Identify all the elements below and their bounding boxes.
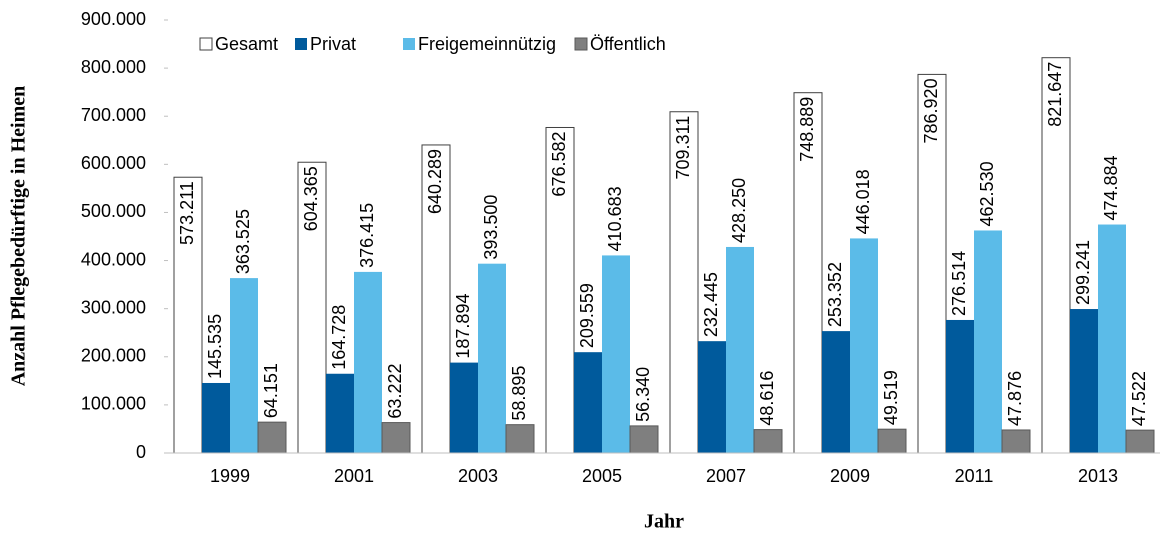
bar	[257, 421, 287, 454]
bar	[1070, 309, 1098, 453]
legend-label: Gesamt	[215, 34, 278, 54]
bar	[753, 429, 783, 454]
bar	[917, 73, 947, 454]
x-tick-label: 2011	[955, 466, 994, 486]
data-label: 428.250	[729, 178, 749, 243]
data-label: 47.876	[1005, 371, 1025, 426]
data-label: 64.151	[261, 363, 281, 418]
y-axis-title: Anzahl Pflegebedürftige in Heimen	[8, 86, 30, 387]
data-label: 676.582	[549, 131, 569, 196]
bar	[698, 341, 726, 453]
data-label: 709.311	[673, 116, 693, 180]
y-tick-label: 100.000	[81, 394, 146, 414]
legend-label: Öffentlich	[590, 34, 666, 54]
data-label: 164.728	[329, 305, 349, 370]
legend-label: Privat	[310, 34, 356, 54]
data-label: 410.683	[605, 186, 625, 251]
legend-swatch	[574, 37, 588, 51]
data-label: 821.647	[1045, 62, 1065, 127]
data-label: 209.559	[577, 283, 597, 348]
x-tick-label: 1999	[210, 466, 250, 486]
bar	[354, 271, 382, 453]
x-tick-label: 2007	[706, 466, 746, 486]
x-tick-label: 2005	[582, 466, 622, 486]
bar	[793, 92, 823, 454]
bar	[545, 126, 575, 454]
y-tick-label: 700.000	[81, 105, 146, 125]
data-label: 56.340	[633, 367, 653, 422]
data-label: 393.500	[481, 195, 501, 260]
x-tick-label: 2013	[1078, 466, 1118, 486]
legend-swatch	[199, 37, 213, 51]
legend-swatch	[295, 38, 307, 50]
data-label: 786.920	[921, 78, 941, 143]
data-label: 253.352	[825, 262, 845, 327]
data-label: 232.445	[701, 272, 721, 337]
data-label: 462.530	[977, 161, 997, 226]
data-label: 63.222	[385, 364, 405, 419]
bar	[505, 424, 535, 454]
data-label: 640.289	[425, 149, 445, 214]
bar	[602, 255, 630, 453]
bar	[297, 161, 327, 454]
bar	[574, 352, 602, 453]
bar	[850, 238, 878, 453]
bar	[822, 331, 850, 453]
data-label: 145.535	[205, 314, 225, 379]
data-label: 446.018	[853, 169, 873, 234]
bar	[629, 425, 659, 454]
legend-label: Freigemeinnützig	[418, 34, 556, 54]
data-label: 276.514	[949, 251, 969, 316]
bar	[230, 278, 258, 453]
data-label: 376.415	[357, 203, 377, 268]
data-label: 48.616	[757, 371, 777, 426]
bar	[726, 246, 754, 453]
x-tick-label: 2001	[334, 466, 374, 486]
bar	[1125, 429, 1155, 454]
bar	[974, 230, 1002, 453]
y-tick-label: 300.000	[81, 297, 146, 317]
bar	[1098, 224, 1126, 453]
y-tick-label: 0	[136, 442, 146, 462]
bar	[450, 362, 478, 453]
bar	[202, 382, 230, 453]
y-tick-label: 800.000	[81, 57, 146, 77]
y-tick-label: 600.000	[81, 153, 146, 173]
bar	[173, 176, 203, 454]
data-label: 49.519	[881, 370, 901, 425]
data-label: 363.525	[233, 209, 253, 274]
bar	[669, 111, 699, 454]
x-tick-label: 2009	[830, 466, 870, 486]
data-label: 573.211	[177, 181, 197, 245]
bar	[478, 263, 506, 453]
bar	[946, 319, 974, 453]
x-axis-title: Jahr	[644, 511, 684, 533]
data-label: 187.894	[453, 294, 473, 359]
bar	[326, 373, 354, 453]
data-label: 474.884	[1101, 155, 1121, 220]
legend-swatch	[403, 38, 415, 50]
data-label: 604.365	[301, 166, 321, 231]
bar	[1001, 429, 1031, 454]
y-tick-label: 400.000	[81, 249, 146, 269]
bar	[877, 428, 907, 454]
data-label: 47.522	[1129, 371, 1149, 426]
y-tick-label: 200.000	[81, 346, 146, 366]
data-label: 748.889	[797, 97, 817, 162]
data-label: 299.241	[1073, 240, 1093, 305]
bar	[381, 422, 411, 454]
y-tick-label: 900.000	[81, 9, 146, 29]
y-tick-label: 500.000	[81, 201, 146, 221]
data-label: 58.895	[509, 366, 529, 421]
x-tick-label: 2003	[458, 466, 498, 486]
